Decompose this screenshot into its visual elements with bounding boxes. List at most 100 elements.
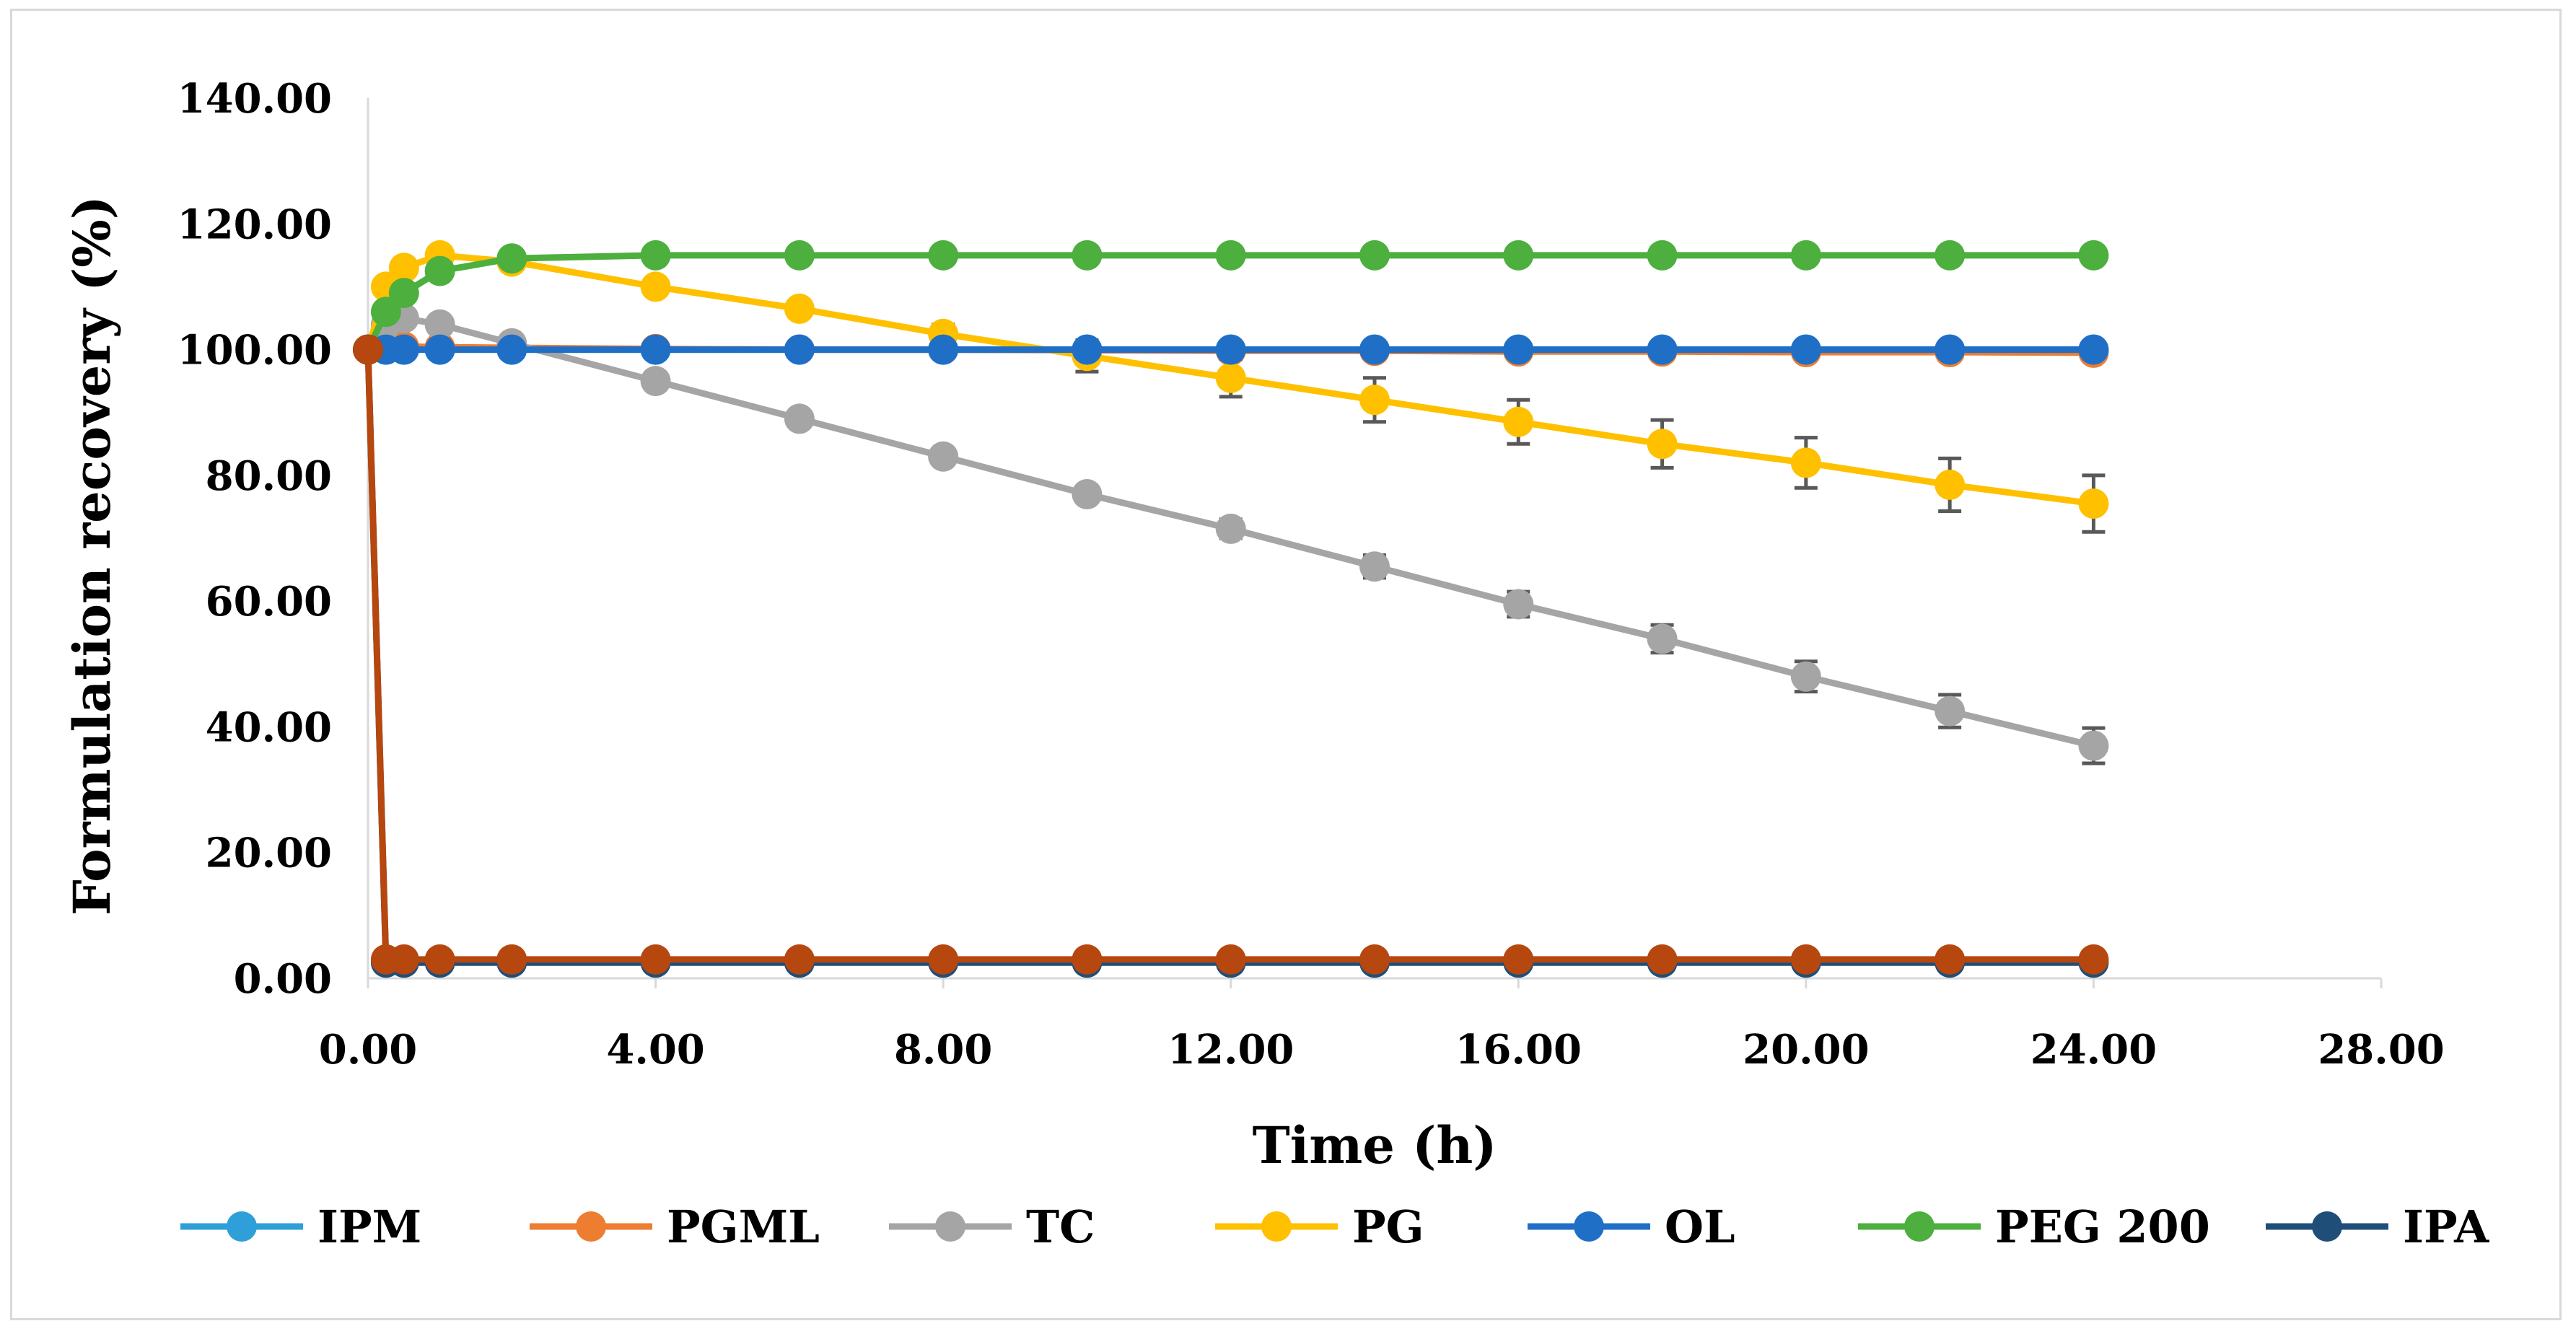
legend-item-peg-200: PEG 200	[1858, 1201, 2210, 1253]
data-point	[1359, 334, 1390, 365]
data-point	[1790, 661, 1821, 692]
data-point	[388, 944, 419, 975]
data-point	[424, 309, 455, 340]
legend-label: TC	[1026, 1201, 1095, 1253]
data-point	[1790, 447, 1821, 478]
data-point	[1072, 479, 1103, 509]
data-point	[370, 297, 401, 328]
series-line	[364, 349, 2094, 963]
legend-label: PEG 200	[1995, 1201, 2210, 1253]
legend-swatch-marker	[227, 1211, 257, 1242]
data-point	[1935, 240, 1966, 271]
data-point	[1072, 240, 1103, 271]
data-point	[2078, 944, 2109, 975]
y-tick-label: 40.00	[206, 703, 332, 751]
legend-swatch-marker	[1574, 1211, 1604, 1242]
data-point	[1503, 406, 1534, 437]
data-point	[1935, 695, 1966, 727]
data-point	[1359, 944, 1390, 975]
data-point	[640, 944, 671, 975]
data-point	[640, 240, 671, 271]
data-point	[784, 240, 815, 271]
y-tick-label: 100.00	[178, 327, 332, 374]
data-point	[1647, 429, 1678, 460]
y-tick-label: 120.00	[178, 201, 332, 248]
legend-item-tc: TC	[889, 1201, 1095, 1253]
legend-label: PGML	[667, 1201, 820, 1253]
data-point	[1072, 944, 1103, 975]
data-point	[424, 334, 455, 365]
data-point	[1072, 334, 1103, 365]
data-point	[1503, 334, 1534, 365]
data-point	[1215, 362, 1246, 393]
chart-frame	[10, 9, 2562, 1320]
x-tick-label: 24.00	[2030, 1026, 2157, 1074]
x-tick-label: 8.00	[894, 1026, 992, 1074]
data-point	[424, 255, 455, 286]
data-point	[2078, 334, 2109, 365]
y-tick-label: 80.00	[206, 452, 332, 500]
series-line	[364, 252, 2094, 507]
legend-item-ipa: IPA	[2266, 1201, 2489, 1253]
y-tick-label: 20.00	[206, 830, 332, 877]
series-etoh	[353, 334, 2109, 975]
data-point	[1790, 944, 1821, 975]
data-point	[1503, 589, 1534, 620]
data-point	[928, 944, 959, 975]
data-point	[388, 253, 419, 284]
data-point	[1503, 944, 1534, 975]
x-tick-label: 12.00	[1167, 1026, 1294, 1074]
legend-swatch-marker	[1904, 1211, 1935, 1242]
data-point	[1647, 334, 1678, 365]
data-point	[1935, 469, 1966, 500]
y-axis-title: Formulation recovery (%)	[62, 196, 122, 916]
data-point	[1790, 240, 1821, 271]
series-peg-200	[353, 240, 2109, 365]
data-point	[496, 944, 527, 975]
data-point	[928, 240, 959, 271]
axes: 0.00 20.00 40.00 60.00 80.00 100.00 120.00 140.…	[178, 75, 2445, 1074]
data-point	[1215, 513, 1246, 544]
legend-label: IPA	[2403, 1201, 2489, 1253]
data-point	[1647, 623, 1678, 654]
legend-label: OL	[1665, 1201, 1735, 1253]
data-point	[1359, 551, 1390, 582]
series-line	[365, 315, 2095, 749]
legend-label: PG	[1352, 1201, 1424, 1253]
data-point	[424, 944, 455, 975]
data-point	[1359, 385, 1390, 416]
data-point	[1647, 944, 1678, 975]
x-tick-label: 0.00	[319, 1026, 417, 1074]
data-point	[1935, 334, 1966, 365]
data-point	[388, 278, 419, 309]
data-point	[640, 271, 671, 302]
x-tick-label: 20.00	[1743, 1026, 1869, 1074]
legend-item-pg: PG	[1215, 1201, 1424, 1253]
legend-swatch-marker	[935, 1211, 965, 1242]
data-point	[496, 243, 527, 274]
series-layer	[353, 240, 2109, 978]
series-ol	[353, 334, 2109, 365]
legend-swatch-marker	[1261, 1211, 1292, 1242]
legend-item-pgml: PGML	[530, 1201, 820, 1253]
series-ipa	[353, 334, 2109, 978]
data-point	[2078, 488, 2109, 519]
data-point	[928, 441, 959, 472]
data-point	[784, 403, 815, 434]
x-tick-label: 4.00	[606, 1026, 704, 1074]
y-tick-label: 60.00	[206, 578, 332, 626]
series-line	[364, 252, 2094, 351]
data-point	[2078, 730, 2109, 761]
legend-item-ol: OL	[1528, 1201, 1735, 1253]
data-point	[2078, 240, 2109, 271]
data-point	[928, 334, 959, 365]
data-point	[388, 334, 419, 365]
data-point	[640, 334, 671, 365]
data-point	[1215, 240, 1246, 271]
data-point	[784, 944, 815, 975]
data-point	[1215, 334, 1246, 365]
data-point	[784, 293, 815, 324]
data-point	[1215, 944, 1246, 975]
